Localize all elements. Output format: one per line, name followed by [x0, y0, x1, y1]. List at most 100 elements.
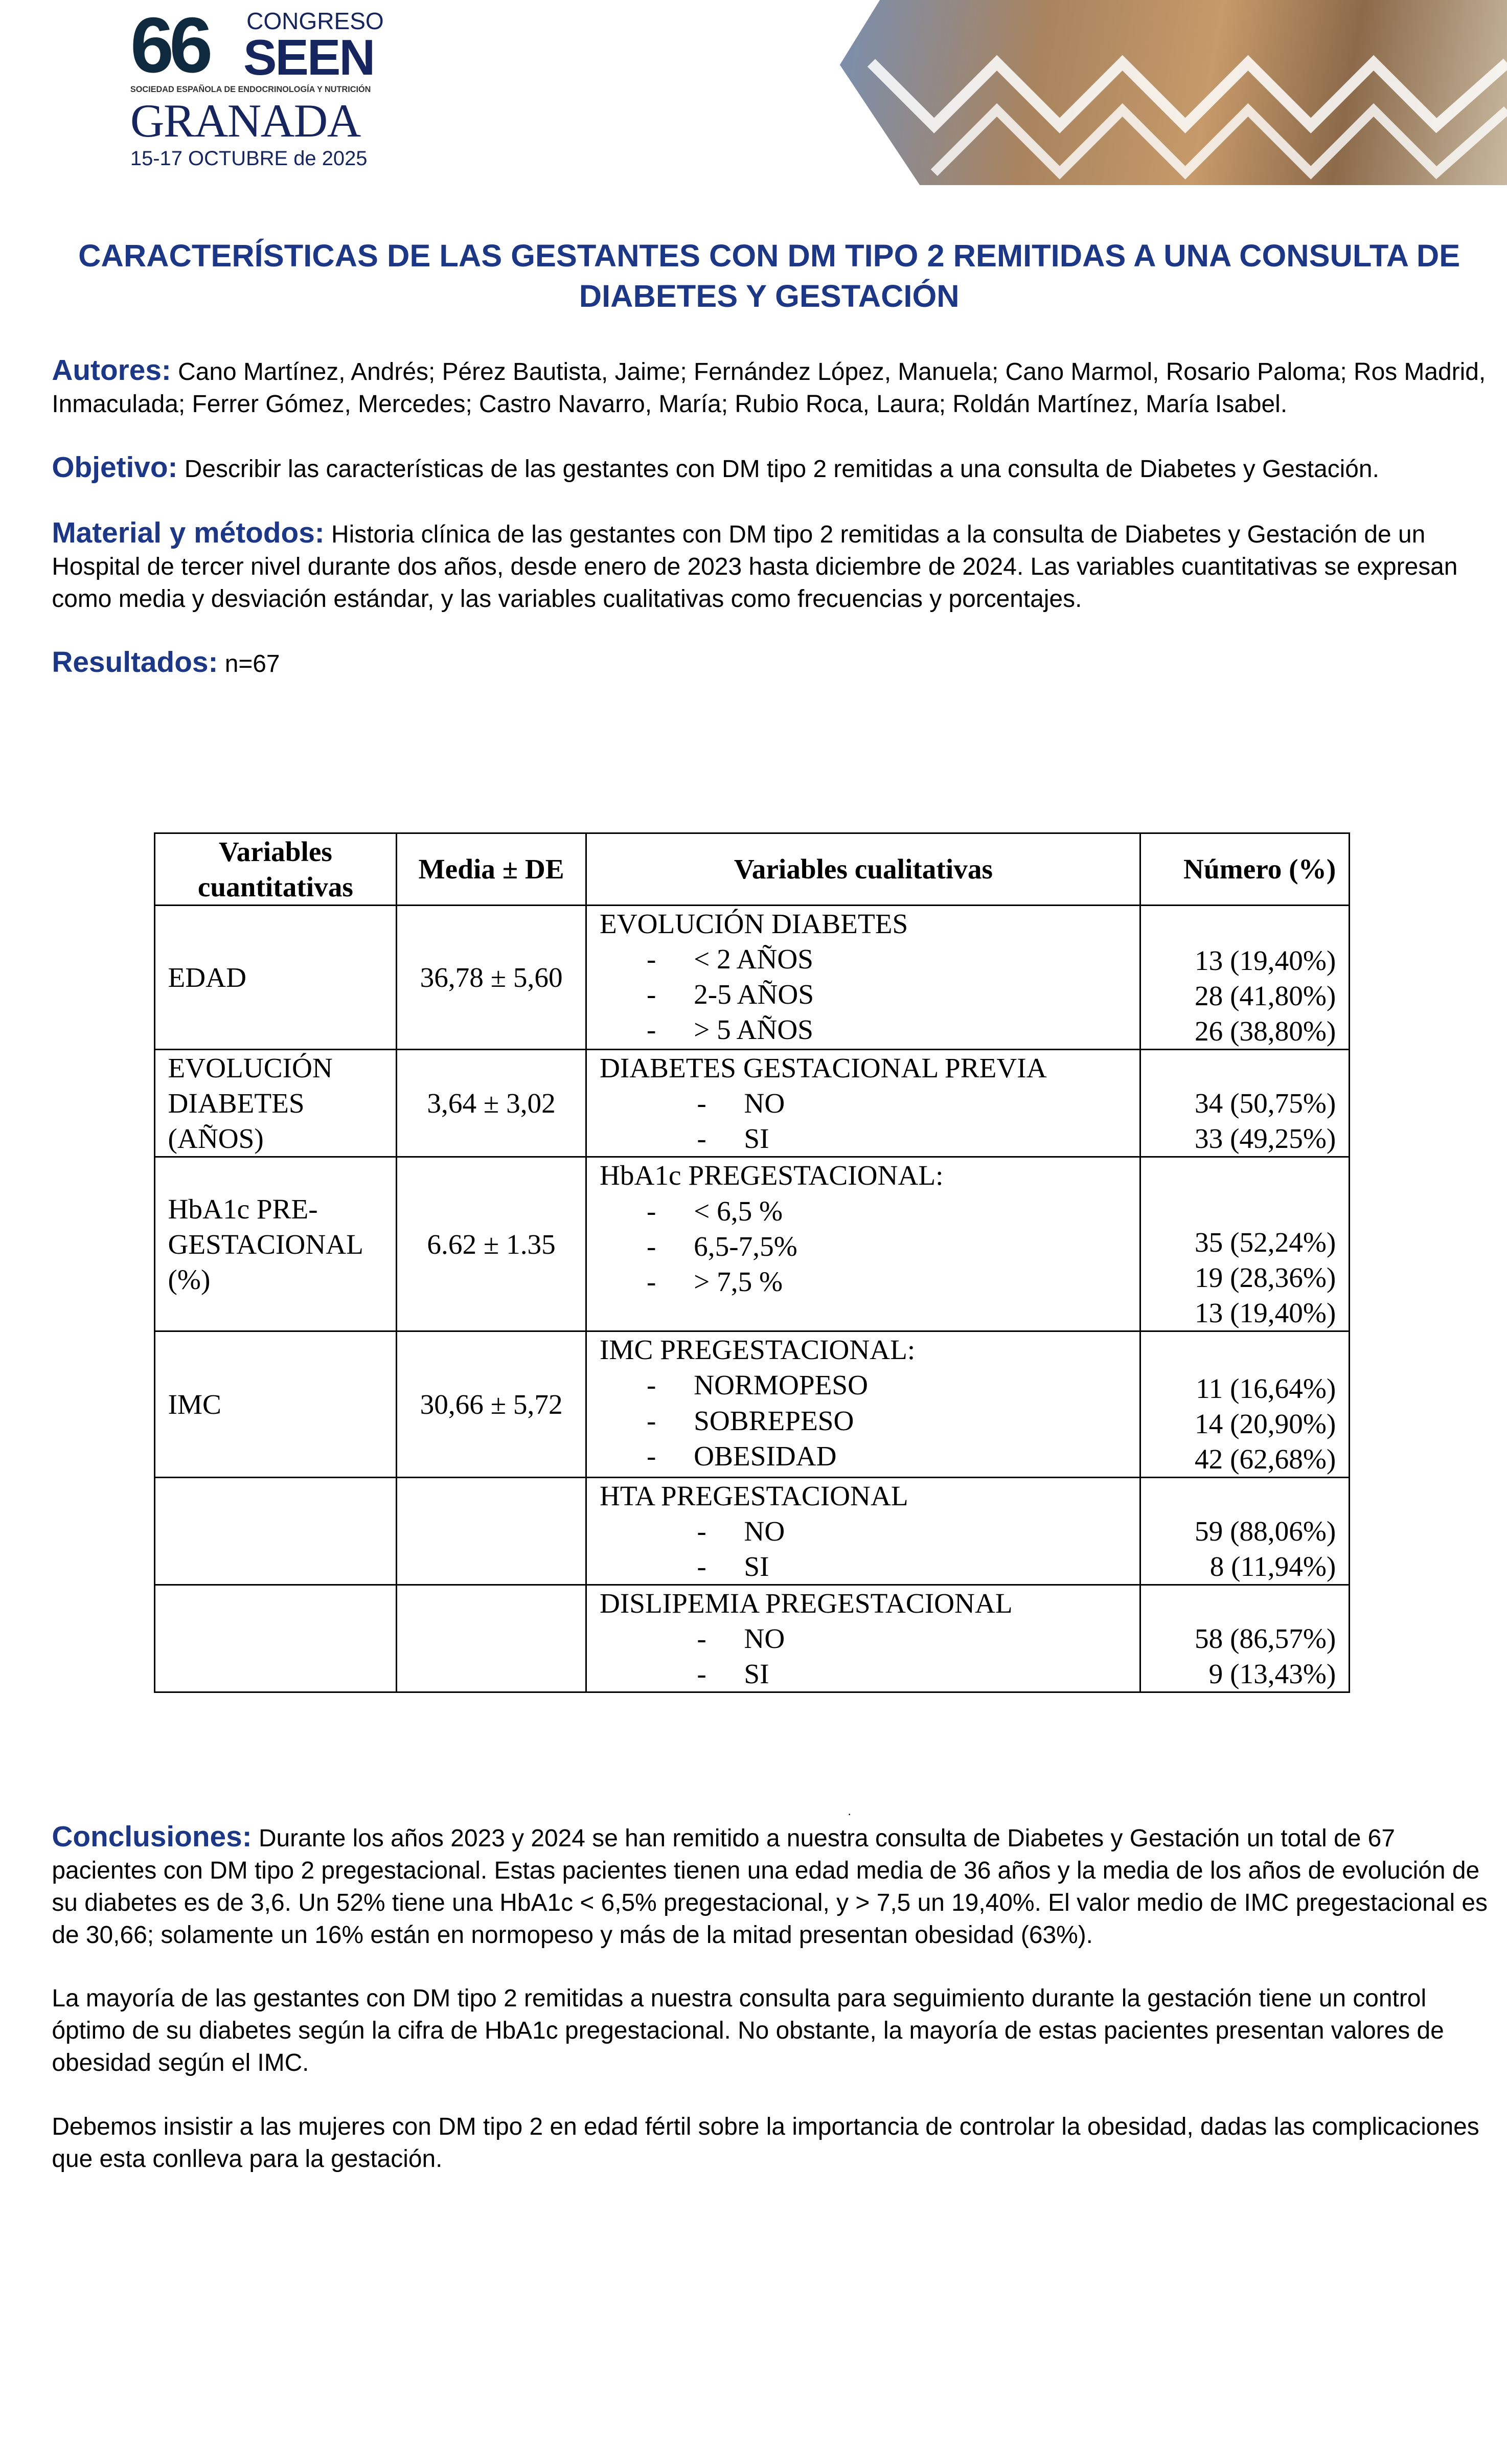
results-text: n=67	[218, 650, 280, 677]
number-cell: 11 (16,64%) 14 (20,90%) 42 (62,68%)	[1139, 1330, 1350, 1478]
qual-cell: IMC PREGESTACIONAL: - NORMOPESO - SOBREPESO -…	[585, 1330, 1141, 1478]
dash-marker: -	[697, 1516, 706, 1547]
qual-variable: DIABETES GESTACIONAL PREVIA	[599, 1052, 1047, 1084]
number-cell: 58 (86,57%) 9 (13,43%)	[1139, 1584, 1350, 1693]
mean-sd	[395, 1476, 587, 1586]
quant-variable	[153, 1476, 397, 1586]
objective-label: Objetivo:	[52, 451, 178, 484]
mean-sd: 6.62 ± 1.35	[395, 1156, 587, 1332]
number-pct: 14 (20,90%)	[1195, 1408, 1336, 1439]
congress-logo: 66 CONGRESO SEEN SOCIEDAD ESPAÑOLA DE EN…	[130, 1, 405, 176]
qual-item-label: 2-5 AÑOS	[694, 978, 814, 1010]
quant-variable: EVOLUCIÓN DIABETES (AÑOS)	[153, 1049, 397, 1158]
header-quantitative: Variables cuantitativas	[153, 832, 397, 906]
logo-seen: SEEN	[243, 29, 375, 85]
qual-item: - 6,5-7,5%	[600, 1229, 1127, 1264]
qual-item-label: OBESIDAD	[694, 1440, 837, 1472]
table-row: EVOLUCIÓN DIABETES (AÑOS) 3,64 ± 3,02 DI…	[153, 1049, 1350, 1158]
conclusions-paragraph-3: Debemos insistir a las mujeres con DM ti…	[52, 2113, 1479, 2173]
qual-item: - 2-5 AÑOS	[600, 977, 1127, 1012]
table-header-row: Variables cuantitativas Media ± DE Varia…	[153, 832, 1350, 906]
dash-marker: -	[647, 1195, 656, 1227]
number-pct: 8 (11,94%)	[1209, 1551, 1336, 1583]
dash-marker: -	[647, 978, 656, 1010]
qual-item: - NO	[600, 1086, 1127, 1121]
header-qualitative: Variables cualitativas	[585, 832, 1141, 906]
conclusions-text: Durante los años 2023 y 2024 se han remi…	[52, 1825, 1488, 1949]
table-row: HTA PREGESTACIONAL - NO - SI 59 (88,06%) 8 (1…	[153, 1476, 1350, 1586]
results-table: Variables cuantitativas Media ± DE Varia…	[153, 832, 1350, 1693]
logo-number: 66	[130, 1, 213, 89]
dash-marker: -	[647, 1265, 656, 1297]
table-row: EDAD 36,78 ± 5,60 EVOLUCIÓN DIABETES - < 2…	[153, 904, 1350, 1051]
intro-sections: Autores: Cano Martínez, Andrés; Pérez Ba…	[52, 355, 1496, 712]
dash-marker: -	[697, 1658, 706, 1690]
number-cell: 13 (19,40%) 28 (41,80%) 26 (38,80%)	[1139, 904, 1350, 1051]
conclusions-paragraph-2: La mayoría de las gestantes con DM tipo …	[52, 1985, 1444, 2077]
qual-variable: HbA1c PREGESTACIONAL:	[599, 1160, 944, 1191]
header-mean-sd: Media ± DE	[395, 832, 587, 906]
stray-dot: .	[848, 1804, 852, 1819]
header-number-pct: Número (%)	[1139, 832, 1350, 906]
qual-item-label: > 5 AÑOS	[694, 1013, 814, 1045]
qual-item: - SI	[600, 1656, 1127, 1691]
qual-variable: IMC PREGESTACIONAL:	[599, 1334, 916, 1366]
qual-item-label: < 2 AÑOS	[694, 943, 814, 975]
conclusions-section: Conclusiones: Durante los años 2023 y 20…	[52, 1821, 1496, 1952]
qual-item-label: > 7,5 %	[694, 1265, 783, 1297]
objective-text: Describir las características de las ges…	[177, 456, 1379, 483]
methods-label: Material y métodos:	[52, 516, 325, 549]
number-pct: 59 (88,06%)	[1195, 1516, 1336, 1547]
dash-marker: -	[647, 1013, 656, 1045]
granada-banner-image	[839, 0, 1507, 186]
authors-label: Autores:	[52, 354, 171, 387]
dash-marker: -	[697, 1123, 706, 1155]
qual-cell: DIABETES GESTACIONAL PREVIA - NO - SI	[585, 1049, 1141, 1158]
qual-item-label: NO	[744, 1623, 785, 1655]
quant-variable: EDAD	[153, 904, 397, 1051]
qual-item: - NO	[600, 1513, 1127, 1549]
conclusion-sections: . Conclusiones: Durante los años 2023 y …	[52, 1805, 1496, 2207]
number-pct: 35 (52,24%)	[1195, 1227, 1336, 1258]
qual-variable: EVOLUCIÓN DIABETES	[599, 908, 908, 939]
qual-item: - OBESIDAD	[600, 1438, 1127, 1474]
qual-item-label: 6,5-7,5%	[694, 1230, 797, 1262]
qual-item: - > 5 AÑOS	[600, 1012, 1127, 1047]
number-pct: 13 (19,40%)	[1195, 1297, 1336, 1329]
qual-item-label: NORMOPESO	[694, 1369, 869, 1401]
mean-sd	[395, 1584, 587, 1693]
qual-item-label: NO	[744, 1088, 785, 1119]
dash-marker: -	[697, 1623, 706, 1655]
poster-title: CARACTERÍSTICAS DE LAS GESTANTES CON DM …	[78, 238, 1460, 314]
qual-item: - > 7,5 %	[600, 1264, 1127, 1299]
authors-section: Autores: Cano Martínez, Andrés; Pérez Ba…	[52, 355, 1496, 421]
results-label: Resultados:	[52, 646, 218, 679]
qual-item-label: SI	[744, 1123, 769, 1155]
qual-variable: HTA PREGESTACIONAL	[599, 1480, 908, 1511]
table-row: DISLIPEMIA PREGESTACIONAL - NO - SI 58 (86,5…	[153, 1584, 1350, 1693]
qual-item-label: SI	[744, 1551, 769, 1583]
qual-item: - SOBREPESO	[600, 1403, 1127, 1438]
table-row: IMC 30,66 ± 5,72 IMC PREGESTACIONAL: - NOR…	[153, 1330, 1350, 1478]
quant-variable: HbA1c PRE-GESTACIONAL (%)	[153, 1156, 397, 1332]
qual-item: - NO	[600, 1621, 1127, 1656]
zigzag-pattern-icon	[867, 55, 1507, 179]
number-pct: 26 (38,80%)	[1195, 1015, 1336, 1047]
qual-cell: HbA1c PREGESTACIONAL: - < 6,5 % - 6,5-7,5% - >…	[585, 1156, 1141, 1332]
logo-congreso: CONGRESO	[246, 8, 384, 35]
methods-section: Material y métodos: Historia clínica de …	[52, 517, 1496, 616]
qual-cell: HTA PREGESTACIONAL - NO - SI	[585, 1476, 1141, 1586]
qual-item-label: NO	[744, 1516, 785, 1547]
number-pct: 11 (16,64%)	[1196, 1372, 1336, 1404]
dash-marker: -	[697, 1088, 706, 1119]
number-pct: 28 (41,80%)	[1195, 980, 1336, 1012]
qual-item: - NORMOPESO	[600, 1367, 1127, 1403]
number-pct: 13 (19,40%)	[1195, 944, 1336, 976]
logo-society: SOCIEDAD ESPAÑOLA DE ENDOCRINOLOGÍA Y NU…	[130, 84, 371, 94]
qual-cell: DISLIPEMIA PREGESTACIONAL - NO - SI	[585, 1584, 1141, 1693]
dash-marker: -	[647, 1440, 656, 1472]
dash-marker: -	[647, 943, 656, 975]
quant-variable: IMC	[153, 1330, 397, 1478]
logo-dates: 15-17 OCTUBRE de 2025	[130, 147, 368, 170]
